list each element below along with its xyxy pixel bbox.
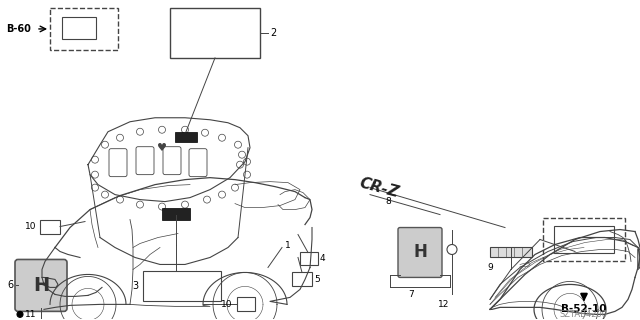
FancyBboxPatch shape xyxy=(398,228,442,277)
Bar xyxy=(162,208,190,220)
Text: 2: 2 xyxy=(270,28,276,38)
Bar xyxy=(637,250,640,268)
Bar xyxy=(175,132,197,142)
Text: 4: 4 xyxy=(320,254,326,263)
Text: 11: 11 xyxy=(25,310,36,319)
Bar xyxy=(50,8,118,50)
Bar xyxy=(543,218,625,261)
Text: 12: 12 xyxy=(438,300,450,309)
Bar xyxy=(300,252,318,266)
Text: 10: 10 xyxy=(24,222,36,231)
Text: H: H xyxy=(33,276,49,295)
Bar xyxy=(40,220,60,234)
Text: B-60: B-60 xyxy=(6,24,31,34)
Text: 10: 10 xyxy=(221,300,232,309)
Text: ♥: ♥ xyxy=(157,143,167,153)
Text: 8: 8 xyxy=(385,197,391,206)
Text: 3: 3 xyxy=(132,281,138,292)
Bar xyxy=(292,272,312,286)
Text: 5: 5 xyxy=(314,275,320,284)
Bar xyxy=(490,247,532,258)
Text: CR-Z: CR-Z xyxy=(358,175,401,200)
Text: 1: 1 xyxy=(285,241,291,250)
Text: 7: 7 xyxy=(408,290,414,299)
Text: 6: 6 xyxy=(8,280,14,291)
Text: 9: 9 xyxy=(487,263,493,272)
FancyBboxPatch shape xyxy=(15,260,67,311)
Bar xyxy=(237,297,255,311)
Text: B-52-10: B-52-10 xyxy=(561,304,607,314)
Text: SZTAB4200: SZTAB4200 xyxy=(560,310,608,319)
Bar xyxy=(143,271,221,301)
Bar xyxy=(170,8,260,58)
Circle shape xyxy=(17,311,23,317)
Bar xyxy=(554,226,614,253)
Text: H: H xyxy=(413,244,427,261)
Bar xyxy=(62,17,96,39)
